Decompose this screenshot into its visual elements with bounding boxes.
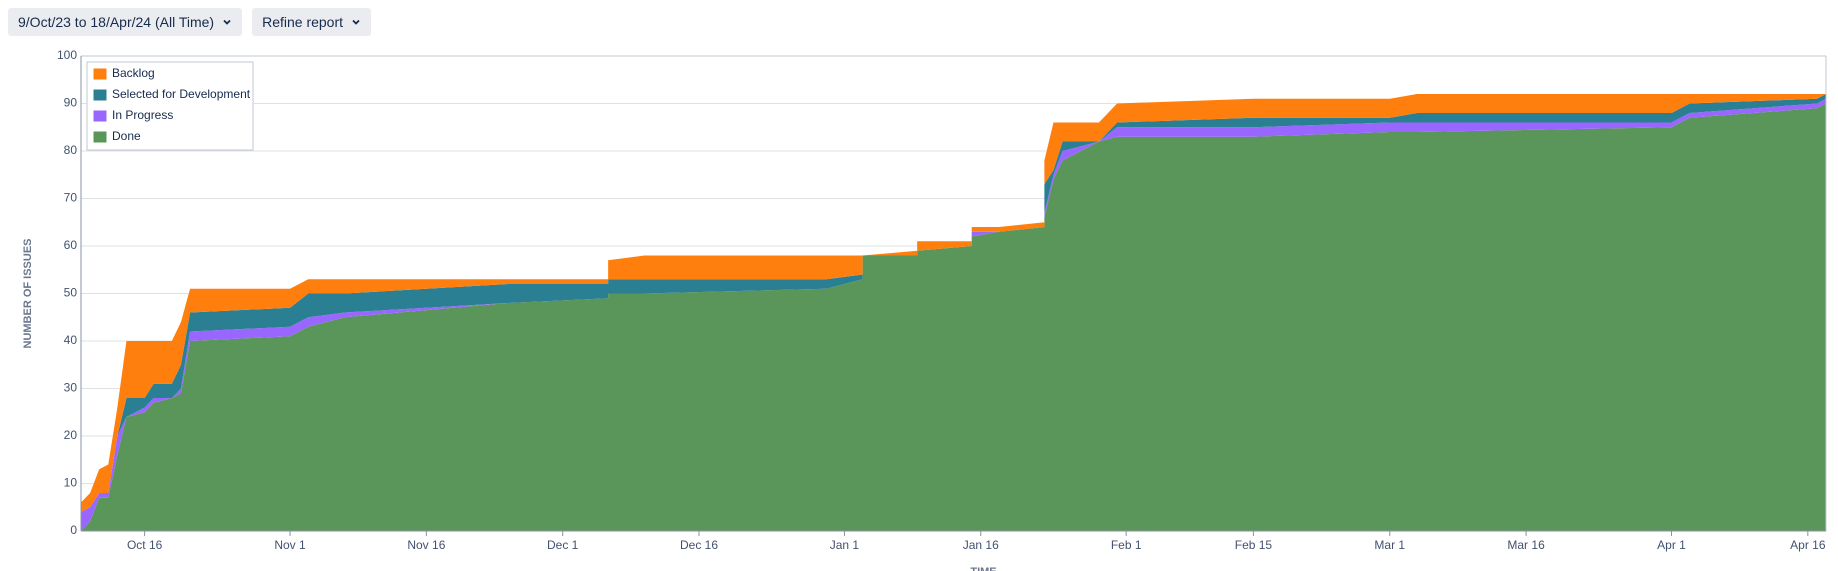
refine-report-label: Refine report [262,14,344,30]
x-tick-label: Dec 16 [680,538,718,552]
x-tick-label: Apr 16 [1790,538,1826,552]
x-tick-label: Mar 16 [1507,538,1545,552]
y-tick-label: 0 [70,523,77,537]
x-tick-label: Mar 1 [1374,538,1405,552]
legend: Backlog Selected for Development In Progre… [86,61,254,151]
area-band [81,103,1826,531]
y-tick-label: 70 [64,191,78,205]
x-axis-label: TIME [970,566,996,571]
y-tick-label: 50 [64,286,78,300]
area-band [81,94,1826,512]
date-range-label: 9/Oct/23 to 18/Apr/24 (All Time) [18,14,215,30]
legend-swatch [92,109,108,123]
legend-label: In Progress [112,108,173,122]
legend-label: Selected for Development [112,87,251,101]
y-tick-label: 20 [64,428,78,442]
x-tick-label: Jan 16 [963,538,999,552]
y-axis-label: NUMBER OF ISSUES [22,238,34,348]
toolbar: 9/Oct/23 to 18/Apr/24 (All Time) Refine … [8,8,372,36]
x-tick-label: Dec 1 [547,538,579,552]
legend-label: Backlog [112,66,155,80]
x-tick-label: Feb 15 [1235,538,1273,552]
x-tick-label: Nov 1 [274,538,306,552]
x-tick-label: Feb 1 [1111,538,1142,552]
legend-box [86,61,254,151]
legend-swatch [92,130,108,144]
chevron [352,19,360,25]
legend-label: Done [112,129,141,143]
y-tick-label: 80 [64,143,78,157]
y-tick-label: 40 [64,333,78,347]
legend-swatch [92,88,108,102]
x-tick-label: Apr 1 [1657,538,1686,552]
y-tick-label: 60 [64,238,78,252]
x-tick-label: Nov 16 [407,538,445,552]
y-tick-label: 30 [64,381,78,395]
legend-swatch [92,67,108,81]
y-tick-label: 10 [64,476,78,490]
x-tick-label: Jan 1 [830,538,860,552]
refine-report-button[interactable]: Refine report [252,8,372,36]
y-tick-label: 100 [57,48,77,62]
x-tick-label: Oct 16 [127,538,163,552]
date-range-button[interactable]: 9/Oct/23 to 18/Apr/24 (All Time) [8,8,243,36]
chevron [223,19,231,25]
y-tick-label: 90 [64,96,78,110]
